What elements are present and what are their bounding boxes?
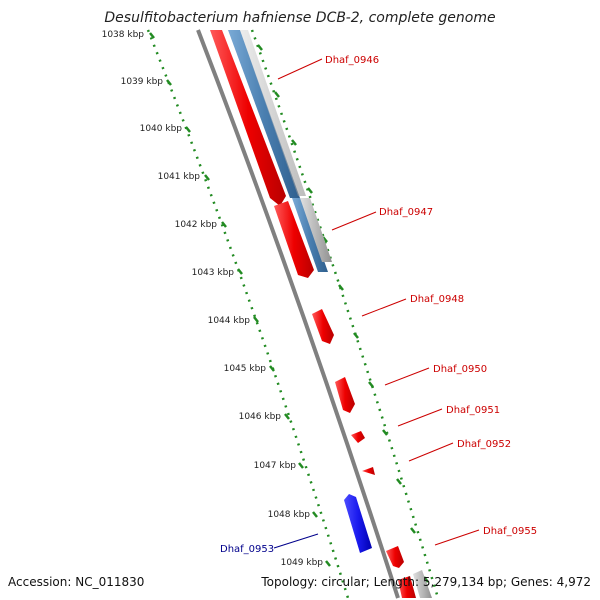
kbp-label-1049: 1049 kbp xyxy=(281,558,324,568)
gene-shape-dhaf-0948[interactable] xyxy=(312,309,334,344)
kbp-label-1039: 1039 kbp xyxy=(121,77,164,87)
gene-label-dhaf-0946[interactable]: Dhaf_0946 xyxy=(325,55,379,66)
feature-blue-band xyxy=(228,30,300,198)
kbp-label-1047: 1047 kbp xyxy=(254,461,297,471)
gene-label-dhaf-0950[interactable]: Dhaf_0950 xyxy=(433,364,487,375)
feature-gray-band xyxy=(300,198,332,262)
gene-shape-dhaf-0951[interactable] xyxy=(351,431,365,443)
gene-label-dhaf-0952[interactable]: Dhaf_0952 xyxy=(457,439,511,450)
left-major-ticks xyxy=(149,32,331,567)
feature-gray-band-top xyxy=(240,30,306,196)
gene-shape-dhaf-0946[interactable] xyxy=(210,30,286,206)
feature-gray-band-bottom xyxy=(413,570,432,598)
label-leader-lines xyxy=(273,58,480,549)
kbp-label-1048: 1048 kbp xyxy=(268,510,311,520)
gene-label-dhaf-0948[interactable]: Dhaf_0948 xyxy=(410,294,464,305)
genome-backbone xyxy=(196,29,400,599)
kbp-label-1044: 1044 kbp xyxy=(208,316,251,326)
genome-info-text: Topology: circular; Length: 5,279,134 bp… xyxy=(260,575,591,589)
map-title: Desulfitobacterium hafniense DCB-2, comp… xyxy=(104,10,495,26)
gene-label-dhaf-0955[interactable]: Dhaf_0955 xyxy=(483,526,537,537)
kbp-label-1041: 1041 kbp xyxy=(158,172,201,182)
feature-blue-band-2 xyxy=(292,198,328,272)
gene-label-dhaf-0951[interactable]: Dhaf_0951 xyxy=(446,405,500,416)
kbp-label-1038: 1038 kbp xyxy=(102,30,145,40)
kbp-label-1042: 1042 kbp xyxy=(175,220,218,230)
gene-label-dhaf-0953[interactable]: Dhaf_0953 xyxy=(220,544,274,555)
accession-text: Accession: NC_011830 xyxy=(8,575,144,589)
kbp-label-1040: 1040 kbp xyxy=(140,124,183,134)
right-major-ticks xyxy=(257,44,429,583)
kbp-label-1045: 1045 kbp xyxy=(224,364,267,374)
gene-shape-dhaf-0955[interactable] xyxy=(386,546,404,568)
gene-shape-dhaf-0953[interactable] xyxy=(344,494,372,553)
gene-shape-dhaf-0952[interactable] xyxy=(362,467,375,475)
kbp-label-1046: 1046 kbp xyxy=(239,412,282,422)
gene-label-dhaf-0947[interactable]: Dhaf_0947 xyxy=(379,207,433,218)
gene-shape-next-red xyxy=(398,576,416,598)
kbp-label-1043: 1043 kbp xyxy=(192,268,235,278)
gene-shape-dhaf-0947[interactable] xyxy=(274,201,314,278)
gene-shape-dhaf-0950[interactable] xyxy=(335,377,355,413)
